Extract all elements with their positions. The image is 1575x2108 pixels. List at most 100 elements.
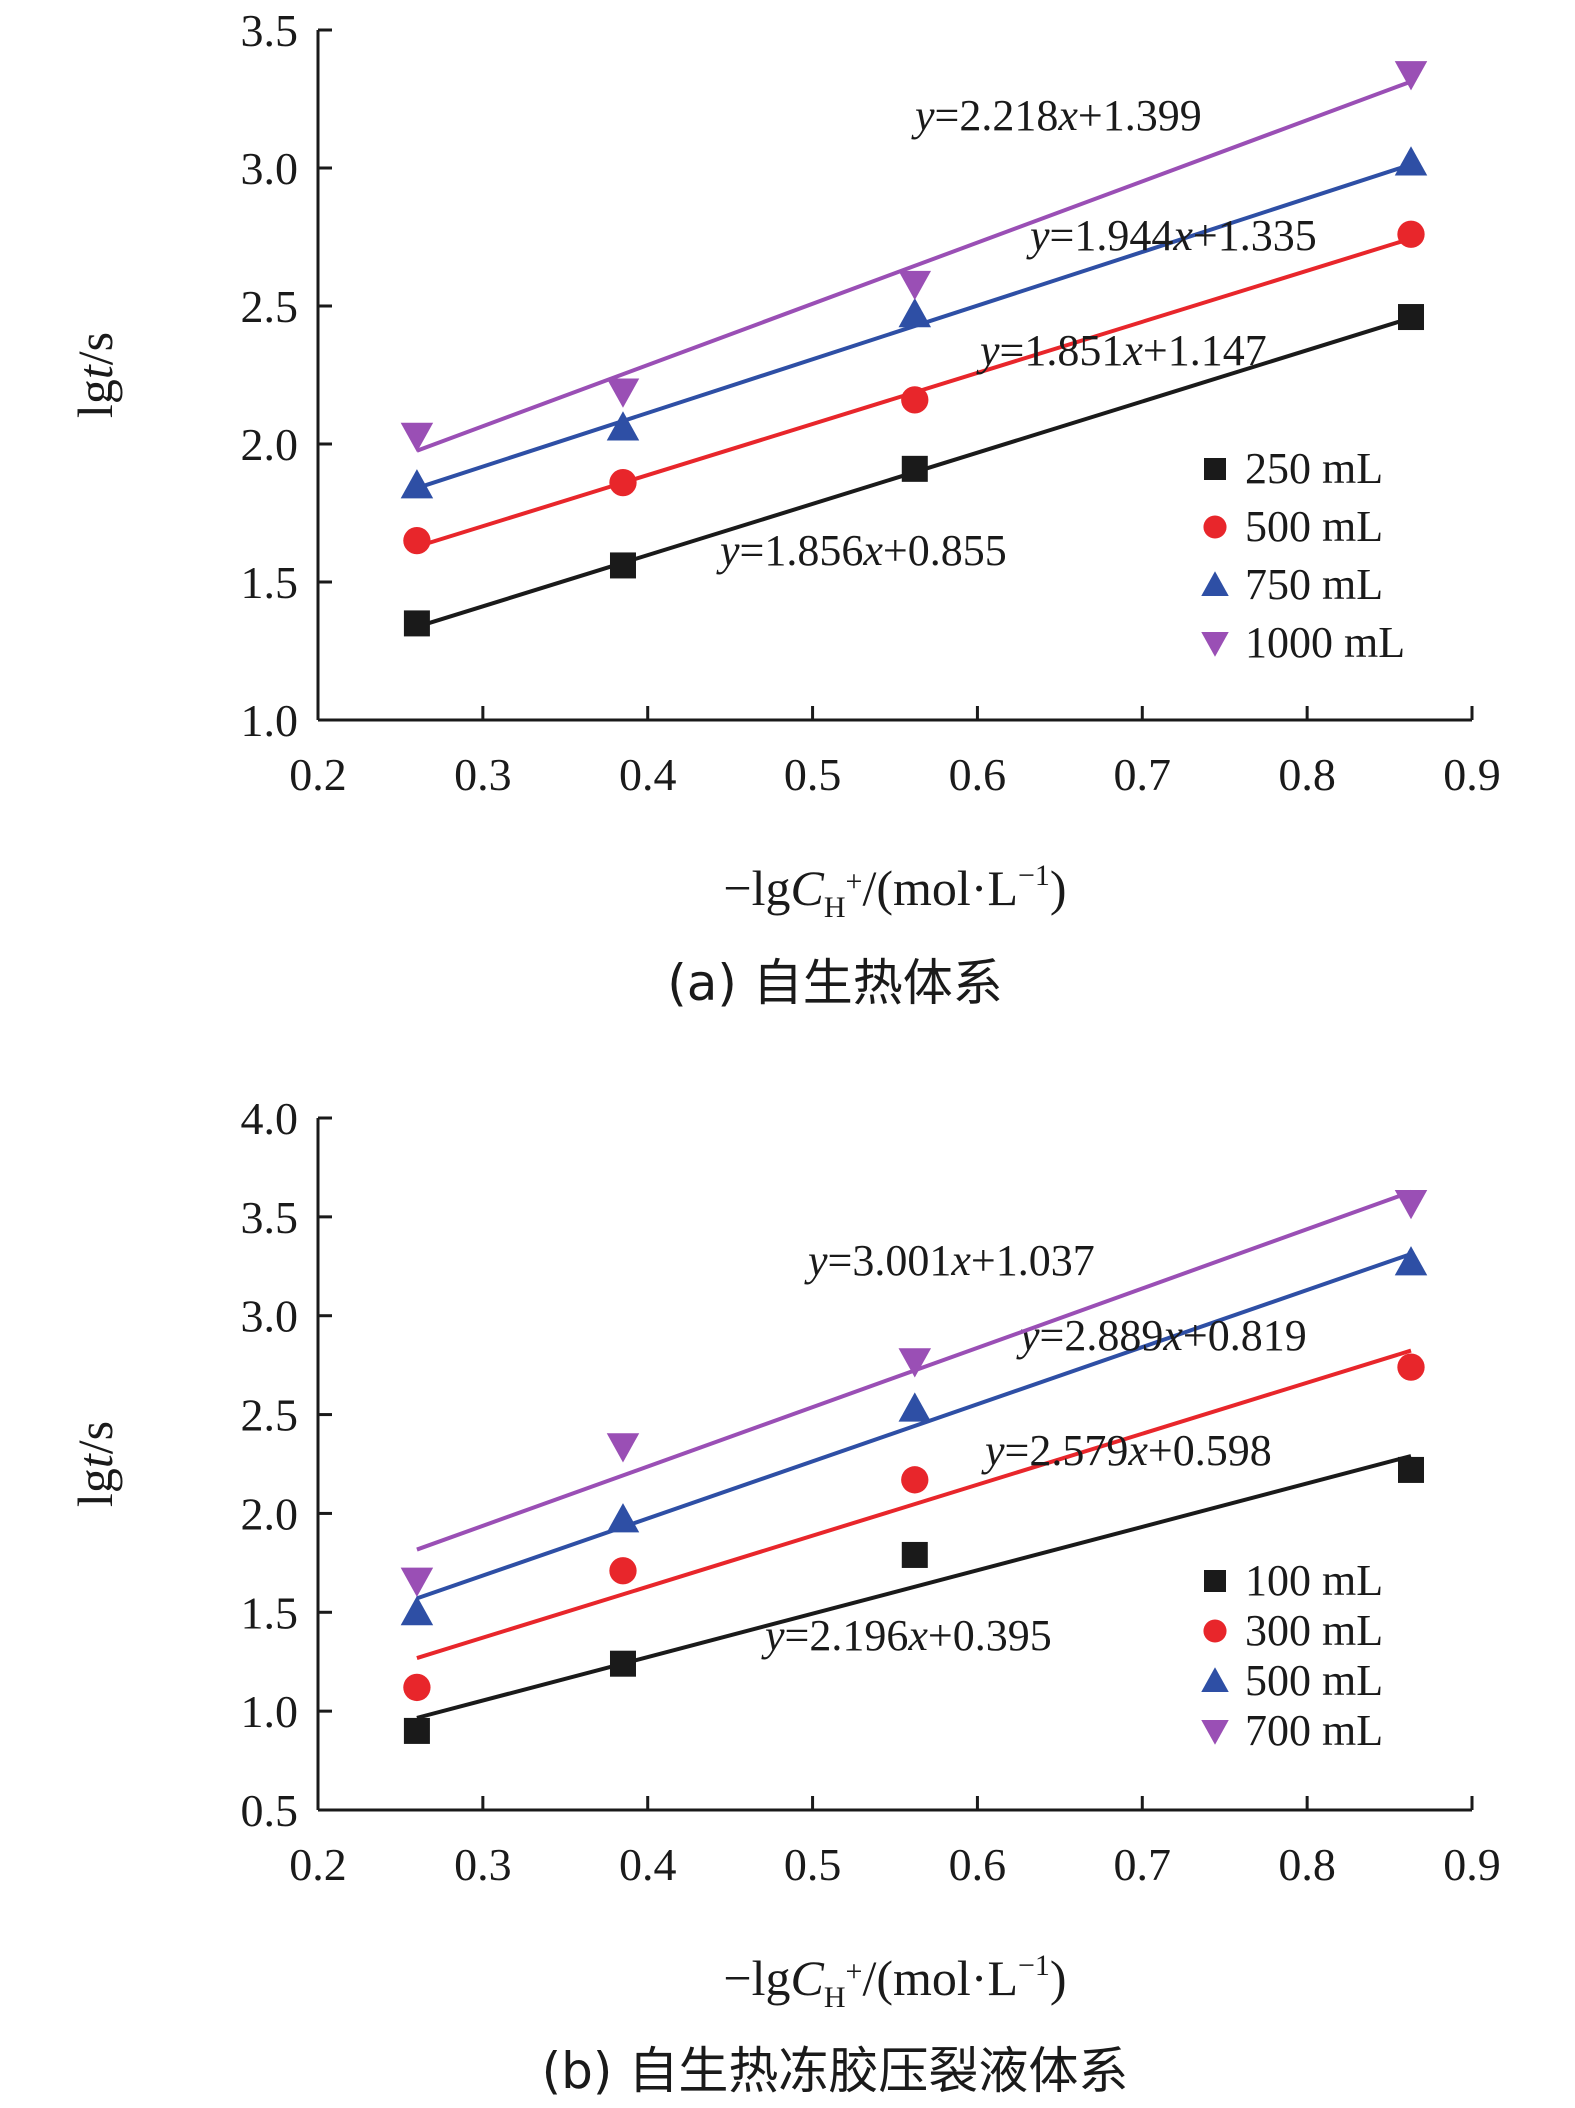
data-point <box>606 378 640 408</box>
fit-equation: y=2.889x+0.819 <box>1016 1311 1307 1360</box>
legend-marker <box>1203 1619 1227 1643</box>
fit-equation: y=1.944x+1.335 <box>1026 211 1317 260</box>
series-100-ml: y=2.196x+0.395 <box>403 1454 1425 1744</box>
legend-label: 500 mL <box>1245 1656 1383 1705</box>
legend-label: 100 mL <box>1245 1556 1383 1605</box>
data-point <box>898 1348 932 1378</box>
x-tick-label: 0.5 <box>784 749 842 800</box>
data-point <box>400 422 434 452</box>
fit-equation: y=1.856x+0.855 <box>716 526 1007 575</box>
fit-equation: y=2.218x+1.399 <box>911 91 1202 140</box>
data-point <box>609 1650 636 1677</box>
data-point <box>1394 1190 1428 1220</box>
series-500-ml: y=2.889x+0.819 <box>400 1246 1428 1626</box>
data-point <box>901 386 929 414</box>
legend-marker <box>1204 458 1226 480</box>
data-point <box>403 610 430 637</box>
x-tick-label: 0.6 <box>949 749 1007 800</box>
data-point <box>400 1596 434 1626</box>
x-axis-title: −lgCH+/(mol·L−1) <box>723 859 1066 924</box>
legend-label: 250 mL <box>1245 444 1383 493</box>
legend-item: 500 mL <box>1203 502 1383 551</box>
y-axis-title: lgt/s <box>67 332 123 418</box>
legend-item: 500 mL <box>1201 1656 1383 1705</box>
legend-marker <box>1204 1570 1226 1592</box>
x-tick-label: 0.4 <box>619 749 677 800</box>
x-tick-label: 0.2 <box>289 749 347 800</box>
fit-equation: y=1.851x+1.147 <box>976 326 1267 375</box>
x-tick-label: 0.9 <box>1443 749 1501 800</box>
y-tick-label: 3.5 <box>241 1192 299 1243</box>
data-point <box>1398 304 1425 331</box>
y-tick-label: 3.5 <box>241 5 299 56</box>
data-point <box>1394 146 1428 176</box>
fit-line <box>416 1348 1412 1660</box>
chart-a: 0.2 0.3 0.4 0.5 0.6 0.7 0.8 0.9 1.0 1.5 2.0 2.5 3.0 3… <box>67 5 1501 1012</box>
data-point <box>606 1503 640 1533</box>
data-point <box>898 270 932 301</box>
y-tick-label: 1.5 <box>241 1587 299 1638</box>
data-point <box>901 1541 928 1568</box>
legend-item: 700 mL <box>1201 1706 1383 1755</box>
data-point <box>403 1717 430 1744</box>
y-tick-label: 2.5 <box>241 1390 299 1441</box>
series-700-ml: y=3.001x+1.037 <box>400 1189 1428 1597</box>
data-point <box>901 455 928 482</box>
data-point <box>609 552 636 579</box>
data-point <box>403 526 431 555</box>
legend-label: 750 mL <box>1245 560 1383 609</box>
y-tick-label: 0.5 <box>241 1785 299 1836</box>
legend-marker <box>1201 571 1229 596</box>
series-500-ml: y=1.851x+1.147 <box>403 220 1425 555</box>
legend-item: 750 mL <box>1201 560 1383 609</box>
legend-item: 100 mL <box>1204 1556 1383 1605</box>
legend-item: 1000 mL <box>1201 618 1405 667</box>
x-tick-label: 0.4 <box>619 1839 677 1890</box>
x-tick-label: 0.2 <box>289 1839 347 1890</box>
series-250-ml: y=1.856x+0.855 <box>403 304 1425 637</box>
legend-label: 1000 mL <box>1245 618 1405 667</box>
fit-equation: y=2.196x+0.395 <box>761 1611 1052 1660</box>
data-point <box>609 1557 637 1585</box>
y-tick-label: 2.5 <box>241 281 299 332</box>
legend-marker <box>1201 1720 1229 1745</box>
fit-line <box>416 79 1412 453</box>
fit-equation: y=3.001x+1.037 <box>804 1236 1095 1285</box>
legend-marker <box>1201 1667 1229 1692</box>
legend-label: 700 mL <box>1245 1706 1383 1755</box>
x-axis-title: −lgCH+/(mol·L−1) <box>723 1949 1066 2014</box>
data-point <box>609 468 637 497</box>
legend-item: 300 mL <box>1203 1606 1383 1655</box>
legend-marker <box>1201 632 1229 657</box>
x-tick-label: 0.3 <box>454 1839 512 1890</box>
y-tick-label: 2.0 <box>241 1488 299 1539</box>
legend-label: 300 mL <box>1245 1606 1383 1655</box>
data-point <box>1394 61 1428 91</box>
data-point <box>400 469 434 499</box>
data-point <box>1394 1246 1428 1276</box>
x-tick-label: 0.7 <box>1114 749 1172 800</box>
x-tick-label: 0.3 <box>454 749 512 800</box>
y-tick-label: 2.0 <box>241 419 299 470</box>
data-point <box>1397 220 1425 248</box>
series-300-ml: y=2.579x+0.598 <box>403 1348 1425 1702</box>
data-point <box>1398 1456 1425 1483</box>
fit-line <box>416 1454 1412 1720</box>
data-point <box>898 298 932 328</box>
data-point <box>403 1673 431 1702</box>
x-tick-label: 0.9 <box>1443 1839 1501 1890</box>
series-750-ml: y=1.944x+1.335 <box>400 146 1428 499</box>
y-tick-label: 3.0 <box>241 1291 299 1342</box>
data-point <box>606 411 640 441</box>
chart-b: 0.2 0.3 0.4 0.5 0.6 0.7 0.8 0.9 0.5 1.0 1.5 2.0 2.5 3… <box>67 1093 1501 2100</box>
legend-marker <box>1203 515 1227 539</box>
x-tick-label: 0.6 <box>949 1839 1007 1890</box>
fit-line <box>416 1252 1412 1601</box>
x-tick-label: 0.8 <box>1278 749 1336 800</box>
fit-equation: y=2.579x+0.598 <box>981 1426 1272 1475</box>
x-tick-label: 0.7 <box>1114 1839 1172 1890</box>
data-point <box>901 1466 929 1494</box>
figure-caption: (b) 自生热冻胶压裂液体系 <box>542 2042 1129 2100</box>
y-tick-label: 3.0 <box>241 143 299 194</box>
data-point <box>1397 1353 1425 1381</box>
